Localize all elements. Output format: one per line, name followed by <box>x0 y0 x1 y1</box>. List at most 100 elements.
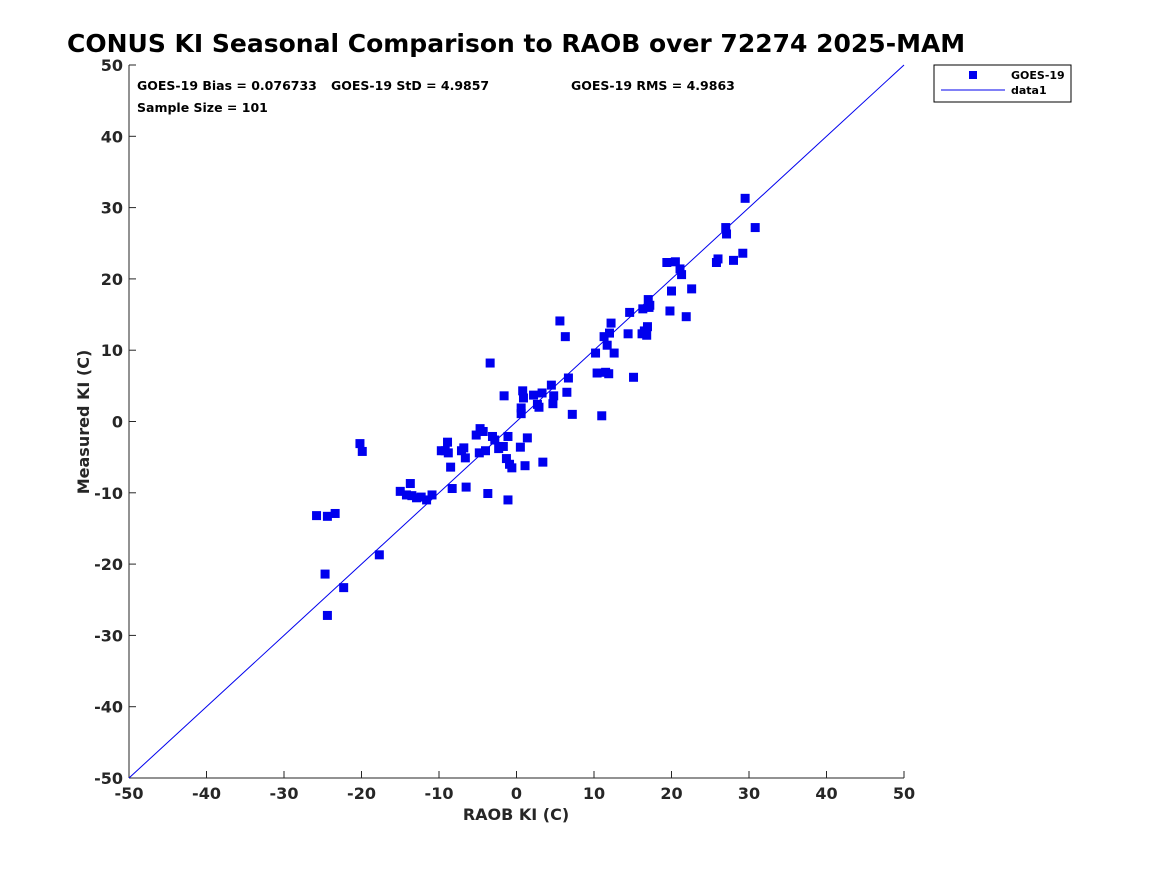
data-point <box>605 328 614 338</box>
data-point <box>320 569 330 579</box>
data-point <box>447 484 457 494</box>
data-point <box>516 403 526 413</box>
data-point <box>459 443 469 453</box>
data-point <box>401 490 411 500</box>
legend-marker-goes19 <box>969 71 977 79</box>
data-point <box>546 380 556 390</box>
x-tick-label: 30 <box>738 784 760 803</box>
y-tick-label: -50 <box>94 769 123 788</box>
data-point <box>642 330 652 340</box>
data-point <box>412 493 422 503</box>
std-stat: GOES-19 StD = 4.9857 <box>331 78 489 93</box>
data-point <box>503 431 513 441</box>
y-axis-label: Measured KI (C) <box>74 350 93 495</box>
data-point <box>563 373 573 383</box>
data-point <box>643 295 653 305</box>
data-point <box>549 391 559 401</box>
data-point <box>597 411 607 421</box>
data-point <box>534 402 544 412</box>
data-point <box>474 448 484 458</box>
data-point <box>740 193 750 203</box>
bias-stat: GOES-19 Bias = 0.076733 <box>137 78 317 93</box>
data-point <box>518 386 528 396</box>
data-point <box>518 393 528 403</box>
y-tick-label: -10 <box>94 484 123 503</box>
data-point <box>499 391 509 401</box>
x-axis-label: RAOB KI (C) <box>463 805 569 824</box>
sample-size-stat: Sample Size = 101 <box>137 100 268 115</box>
data-point <box>645 300 655 310</box>
x-tick-label: 0 <box>511 784 522 803</box>
axes: -50 -40 -30 -20 -10 0 10 20 30 40 50 50 40 30 20 10 0 -10… <box>94 56 915 803</box>
data-point <box>322 610 332 620</box>
data-point <box>427 490 437 500</box>
data-point <box>407 491 417 501</box>
x-tick-label: -50 <box>115 784 144 803</box>
x-tick-label: -40 <box>192 784 221 803</box>
data-point <box>662 258 672 268</box>
y-tick-label: 50 <box>101 56 123 75</box>
data-point <box>591 348 601 358</box>
data-point <box>567 409 577 419</box>
data-point <box>721 223 731 233</box>
x-tick-label: -30 <box>270 784 299 803</box>
data-point <box>481 446 490 456</box>
data-point <box>729 255 738 265</box>
x-tick-label: 10 <box>583 784 605 803</box>
data-point <box>503 495 513 505</box>
y-tick-label: 0 <box>112 413 123 432</box>
data-point <box>538 457 548 467</box>
data-point <box>355 439 365 449</box>
data-point <box>675 264 685 274</box>
data-point <box>604 369 614 379</box>
y-tick-label: 40 <box>101 127 123 146</box>
data-point <box>592 368 602 378</box>
data-point <box>374 550 384 560</box>
data-point <box>312 511 322 521</box>
legend: GOES-19 data1 <box>933 64 1072 103</box>
legend-box <box>933 64 1072 103</box>
data-point <box>738 248 748 258</box>
data-point <box>339 583 349 593</box>
rms-stat: GOES-19 RMS = 4.9863 <box>571 78 735 93</box>
data-point <box>461 482 471 492</box>
data-points-layer <box>312 193 760 620</box>
data-point <box>330 508 340 518</box>
data-point <box>623 329 633 339</box>
data-point <box>529 390 539 400</box>
data-point <box>405 479 415 489</box>
data-point <box>629 372 639 382</box>
y-tick-label: 20 <box>101 270 123 289</box>
data-point <box>446 462 456 472</box>
data-point <box>638 304 648 314</box>
data-point <box>602 340 612 350</box>
data-point <box>507 463 517 473</box>
data-point <box>687 284 697 294</box>
y-tick-label: 30 <box>101 199 123 218</box>
data-point <box>443 448 453 458</box>
data-point <box>485 358 495 368</box>
data-point <box>562 387 572 397</box>
data-point <box>537 388 547 398</box>
data-point <box>522 433 532 443</box>
x-tick-label: 40 <box>815 784 837 803</box>
data-point <box>642 322 652 332</box>
y-tick-label: -20 <box>94 555 123 574</box>
reference-line-data1 <box>128 64 905 779</box>
data-point <box>548 399 558 409</box>
legend-label-goes19: GOES-19 <box>1011 69 1065 82</box>
data-point <box>501 454 511 464</box>
data-point <box>665 306 675 316</box>
data-point <box>750 223 760 233</box>
data-point <box>498 441 508 451</box>
y-tick-label: 10 <box>101 341 123 360</box>
data-point <box>722 229 732 239</box>
data-point <box>422 495 432 505</box>
x-tick-label: -10 <box>425 784 454 803</box>
data-point <box>681 312 691 322</box>
data-point <box>483 489 493 499</box>
data-point <box>443 437 453 447</box>
data-point <box>516 409 526 419</box>
data-point <box>609 348 619 358</box>
